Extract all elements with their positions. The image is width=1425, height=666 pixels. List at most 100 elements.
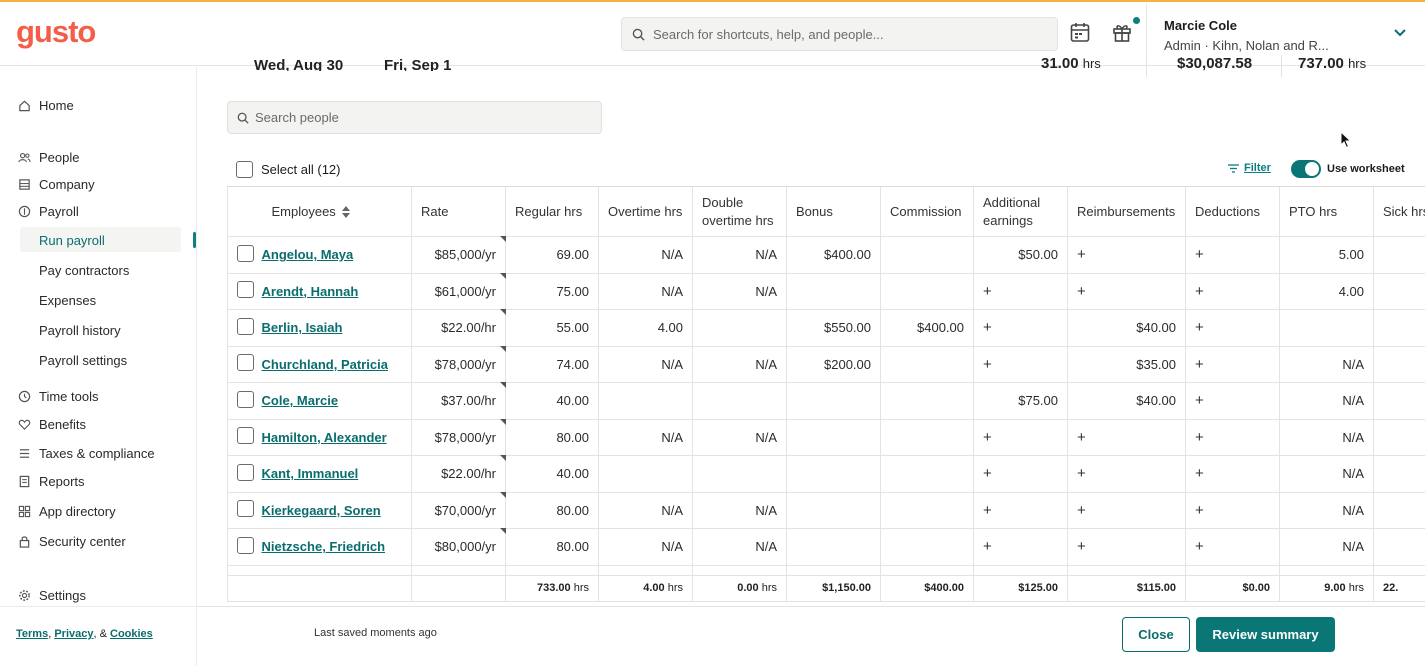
cell-bonus[interactable]: $200.00 (786, 345, 881, 383)
cell-bonus[interactable] (786, 491, 881, 529)
sidebar-item-reports[interactable]: Reports (18, 471, 85, 491)
cell-bonus[interactable] (786, 272, 881, 310)
row-checkbox-cell[interactable] (227, 418, 262, 456)
row-checkbox[interactable] (237, 354, 254, 372)
cell-sick[interactable] (1373, 382, 1425, 420)
cell-overtime[interactable]: N/A (598, 345, 693, 383)
select-all-checkbox[interactable] (236, 161, 253, 178)
employee-name-link[interactable]: Churchland, Patricia (261, 356, 388, 372)
filter-button[interactable]: Filter (1228, 162, 1271, 174)
global-search-input[interactable] (653, 26, 1033, 42)
cell-pto[interactable]: 5.00 (1279, 236, 1374, 274)
cell-commission[interactable] (880, 236, 974, 274)
row-checkbox-cell[interactable] (227, 455, 262, 493)
cell-pto[interactable] (1279, 309, 1374, 347)
employee-name-link[interactable]: Kant, Immanuel (261, 466, 359, 482)
sidebar-item-people[interactable]: People (18, 147, 79, 167)
row-checkbox-cell[interactable] (227, 236, 262, 274)
sort-icon[interactable] (341, 206, 350, 219)
cell-additional[interactable]: + (973, 272, 1068, 310)
cell-commission[interactable] (880, 491, 974, 529)
cell-deductions[interactable]: + (1185, 455, 1280, 493)
cell-double[interactable]: N/A (692, 528, 787, 566)
cell-double[interactable]: N/A (692, 236, 787, 274)
cell-sick[interactable] (1373, 272, 1425, 310)
chevron-down-icon[interactable] (1393, 28, 1407, 38)
cell-bonus[interactable] (786, 455, 881, 493)
select-all[interactable]: Select all (12) (236, 161, 340, 178)
cell-overtime[interactable] (598, 455, 693, 493)
cell-additional[interactable]: + (973, 418, 1068, 456)
cell-sick[interactable] (1373, 491, 1425, 529)
cell-deductions[interactable]: + (1185, 309, 1280, 347)
header-employees[interactable]: Employees (261, 186, 412, 237)
cell-regular[interactable]: 55.00 (505, 309, 599, 347)
cell-reimb[interactable]: $40.00 (1067, 382, 1186, 420)
cell-reimb[interactable]: $40.00 (1067, 309, 1186, 347)
cell-pto[interactable]: 4.00 (1279, 272, 1374, 310)
sidebar-item-expenses[interactable]: Expenses (39, 293, 97, 308)
cell-additional[interactable]: + (973, 345, 1068, 383)
row-checkbox[interactable] (237, 427, 254, 445)
row-checkbox[interactable] (237, 244, 254, 262)
cell-pto[interactable]: N/A (1279, 455, 1374, 493)
terms-link[interactable]: Terms (16, 628, 49, 640)
cell-overtime[interactable]: N/A (598, 491, 693, 529)
sidebar-item-company[interactable]: Company (18, 174, 95, 194)
cell-commission[interactable] (880, 345, 974, 383)
cell-reimb[interactable]: + (1067, 528, 1186, 566)
cell-double[interactable]: N/A (692, 272, 787, 310)
cell-bonus[interactable]: $550.00 (786, 309, 881, 347)
gusto-logo[interactable]: gusto (16, 14, 96, 49)
cell-pto[interactable]: N/A (1279, 382, 1374, 420)
cell-overtime[interactable]: N/A (598, 236, 693, 274)
cell-deductions[interactable]: + (1185, 528, 1280, 566)
employee-name-link[interactable]: Kierkegaard, Soren (261, 502, 381, 518)
employee-name-link[interactable]: Arendt, Hannah (261, 283, 359, 299)
cell-deductions[interactable]: + (1185, 382, 1280, 420)
row-checkbox[interactable] (237, 500, 254, 518)
sidebar-item-home[interactable]: Home (18, 95, 74, 115)
cell-commission[interactable] (880, 382, 974, 420)
cell-commission[interactable]: $400.00 (880, 309, 974, 347)
sidebar-item-settings[interactable]: Settings (18, 585, 86, 605)
cell-pto[interactable]: N/A (1279, 491, 1374, 529)
row-checkbox-cell[interactable] (227, 382, 262, 420)
sidebar-item-benefits[interactable]: Benefits (18, 414, 86, 434)
review-summary-button[interactable]: Review summary (1196, 617, 1335, 652)
employee-name-link[interactable]: Hamilton, Alexander (261, 429, 387, 445)
cell-commission[interactable] (880, 455, 974, 493)
cell-additional[interactable]: + (973, 309, 1068, 347)
cell-deductions[interactable]: + (1185, 345, 1280, 383)
cell-sick[interactable] (1373, 455, 1425, 493)
row-checkbox-cell[interactable] (227, 491, 262, 529)
employee-name-link[interactable]: Angelou, Maya (261, 247, 354, 263)
cell-pto[interactable]: N/A (1279, 528, 1374, 566)
employee-name-link[interactable]: Berlin, Isaiah (261, 320, 343, 336)
close-button[interactable]: Close (1122, 617, 1190, 652)
sidebar-item-run-payroll[interactable]: Run payroll (39, 233, 105, 248)
sidebar-item-security[interactable]: Security center (18, 531, 126, 551)
cell-reimb[interactable]: $35.00 (1067, 345, 1186, 383)
cell-additional[interactable]: + (973, 455, 1068, 493)
cell-commission[interactable] (880, 272, 974, 310)
cell-overtime[interactable]: N/A (598, 272, 693, 310)
cell-deductions[interactable]: + (1185, 418, 1280, 456)
row-checkbox-cell[interactable] (227, 528, 262, 566)
cell-double[interactable]: N/A (692, 345, 787, 383)
cell-reimb[interactable]: + (1067, 418, 1186, 456)
cookies-link[interactable]: Cookies (110, 628, 153, 640)
cell-sick[interactable] (1373, 528, 1425, 566)
cell-bonus[interactable] (786, 418, 881, 456)
row-checkbox-cell[interactable] (227, 309, 262, 347)
cell-double[interactable] (692, 309, 787, 347)
cell-regular[interactable]: 74.00 (505, 345, 599, 383)
cell-regular[interactable]: 80.00 (505, 528, 599, 566)
cell-double[interactable]: N/A (692, 418, 787, 456)
cell-bonus[interactable] (786, 528, 881, 566)
cell-sick[interactable] (1373, 345, 1425, 383)
row-checkbox[interactable] (237, 281, 254, 299)
gift-icon[interactable] (1112, 22, 1132, 43)
cell-overtime[interactable] (598, 382, 693, 420)
cell-additional[interactable]: + (973, 491, 1068, 529)
